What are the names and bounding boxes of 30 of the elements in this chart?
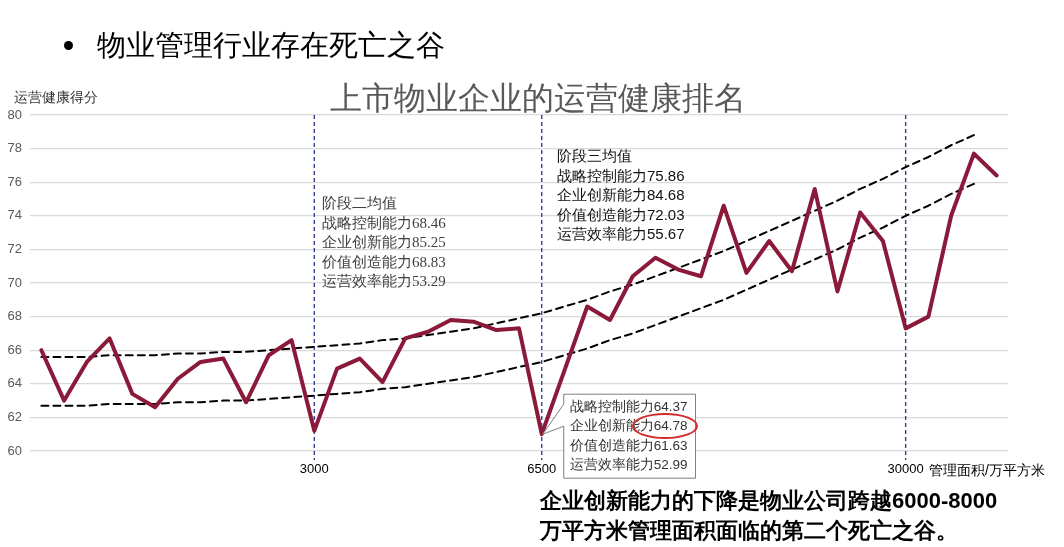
annotation: 企业创新能力85.25 <box>322 233 446 253</box>
x-axis-title: 管理面积/万平方米 <box>929 461 1045 479</box>
y-tick-label: 80 <box>7 106 22 122</box>
annotation: 运营效率能力55.67 <box>557 224 685 244</box>
annotation: 企业创新能力84.68 <box>557 185 685 205</box>
annotation: 阶段三均值 <box>557 146 632 166</box>
x-tick-label: 3000 <box>299 461 329 477</box>
chart-subtitle: 上市物业企业的运营健康排名 <box>329 79 747 118</box>
annotation: 战略控制能力68.46 <box>322 213 446 233</box>
y-tick-label: 68 <box>7 308 22 324</box>
line-series <box>40 134 975 358</box>
y-tick-label: 64 <box>7 375 22 391</box>
annotation: 价值创造能力72.03 <box>557 204 685 225</box>
y-tick-label: 76 <box>7 173 22 189</box>
y-tick-label: 70 <box>7 274 22 290</box>
y-tick-label: 74 <box>7 207 22 223</box>
y-tick-label: 62 <box>7 408 22 424</box>
x-tick-label: 30000 <box>887 461 924 477</box>
annotation: 战略控制能力75.86 <box>557 165 685 186</box>
chart-title: 物业管理行业存在死亡之谷 <box>97 28 445 63</box>
y-tick-label: 66 <box>7 341 22 357</box>
y-axis-title: 运营健康得分 <box>14 88 98 106</box>
annotation: 价值创造能力68.83 <box>322 252 446 272</box>
annotation: 运营效率能力53.29 <box>322 272 446 292</box>
text: 企业创新能力的下降是物业公司跨越6000-8000万平方米管理面积面临的第二个死亡之谷。 <box>540 487 999 545</box>
annotation: 阶段二均值 <box>322 194 397 213</box>
y-tick-label: 60 <box>7 442 22 458</box>
y-tick-label: 78 <box>7 140 22 156</box>
x-tick-label: 6500 <box>527 461 557 477</box>
y-tick-label: 72 <box>7 240 22 256</box>
